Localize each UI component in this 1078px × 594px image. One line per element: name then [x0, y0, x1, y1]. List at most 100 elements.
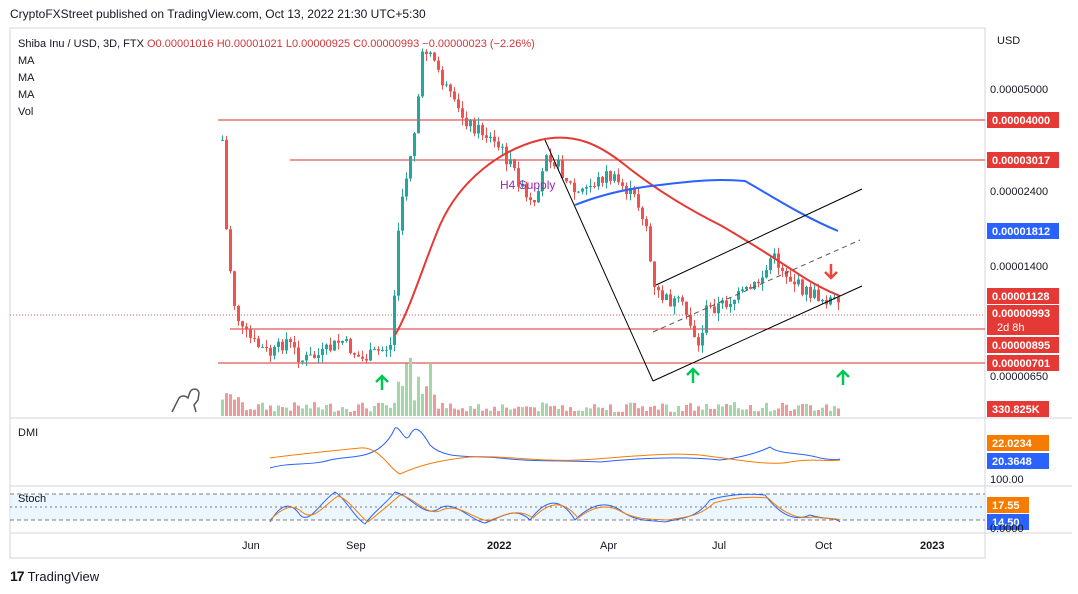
channel-upper-line[interactable] — [655, 188, 863, 286]
candle-body — [489, 136, 492, 138]
volume-bar — [645, 411, 648, 416]
volume-bar — [501, 404, 504, 416]
volume-bar — [497, 411, 500, 416]
candle-body — [453, 91, 456, 100]
candle-body — [277, 341, 280, 347]
volume-bar — [345, 409, 348, 416]
candle-body — [569, 181, 572, 183]
volume-bar — [665, 404, 668, 416]
candle-body — [469, 119, 472, 127]
volume-bar — [677, 405, 680, 416]
candle-body — [597, 176, 600, 187]
candle-body — [281, 341, 284, 351]
low-value: L0.00000925 — [285, 38, 351, 50]
volume-bar — [557, 409, 560, 416]
currency-label: USD — [997, 35, 1020, 47]
volume-bar — [725, 403, 728, 416]
candle-body — [601, 176, 604, 183]
price-tick: 0.00002400 — [990, 186, 1048, 198]
volume-indicator[interactable]: Vol — [18, 106, 34, 118]
ma-blue-line[interactable] — [574, 179, 839, 232]
candle-body — [613, 174, 616, 181]
stoch-tick: 100.00 — [990, 474, 1024, 486]
candle-body — [773, 253, 776, 259]
dmi-minus-line[interactable] — [269, 447, 841, 475]
candle-body — [725, 300, 728, 307]
candle-body — [793, 281, 796, 285]
volume-bar — [685, 404, 688, 416]
stoch-title[interactable]: Stoch — [18, 493, 46, 505]
volume-bar — [769, 411, 772, 416]
stoch-d-line[interactable] — [269, 494, 841, 523]
candle-body — [533, 200, 536, 203]
volume-bar — [425, 386, 428, 416]
candle-body — [385, 349, 388, 351]
footer-brand[interactable]: TradingView — [27, 568, 100, 584]
volume-bar — [261, 402, 264, 416]
candle-body — [481, 124, 484, 136]
candle-body — [429, 52, 432, 54]
candle-body — [353, 353, 356, 355]
ma-indicator-2[interactable]: MA — [18, 72, 35, 84]
volume-bar — [337, 410, 340, 416]
channel-mid-line[interactable] — [652, 239, 861, 333]
candle-body — [721, 300, 724, 304]
candle-body — [365, 358, 368, 361]
dmi-plus-line[interactable] — [269, 427, 841, 469]
candle-body — [833, 297, 836, 299]
candle-body — [745, 286, 748, 290]
volume-bar — [329, 403, 332, 416]
candle-body — [297, 347, 300, 362]
volume-bar — [301, 408, 304, 416]
candle-body — [225, 139, 228, 230]
ma-indicator-1[interactable]: MA — [18, 55, 35, 67]
candle-body — [561, 159, 564, 178]
candle-body — [313, 354, 316, 358]
volume-bar — [233, 399, 236, 416]
candle-body — [677, 297, 680, 299]
volume-bar — [609, 404, 612, 416]
volume-bar — [389, 407, 392, 416]
volume-bar — [377, 402, 380, 416]
volume-bar — [293, 402, 296, 416]
candle-body — [249, 329, 252, 338]
volume-bar — [453, 408, 456, 416]
candle-body — [673, 298, 676, 307]
volume-bar — [805, 403, 808, 416]
price-tick: 0.00005000 — [990, 84, 1048, 96]
green-arrow-icon — [836, 369, 850, 385]
volume-bar — [429, 363, 432, 416]
stoch-k-line[interactable] — [269, 491, 841, 525]
candle-body — [437, 60, 440, 70]
candle-body — [357, 354, 360, 357]
volume-bar — [625, 404, 628, 416]
volume-bar — [741, 409, 744, 416]
dmi-title[interactable]: DMI — [18, 427, 38, 439]
candle-body — [829, 297, 832, 305]
channel-lower-line[interactable] — [652, 285, 863, 382]
volume-bar — [637, 408, 640, 416]
volume-bar — [289, 410, 292, 416]
candle-body — [345, 338, 348, 341]
volume-bar — [517, 406, 520, 416]
trendline-descending[interactable] — [544, 139, 654, 382]
candle-body — [521, 183, 524, 187]
price-labels: 0.00004000 0.00003017 0.00001812 0.00001… — [987, 112, 1059, 417]
candle-body — [301, 360, 304, 362]
candle-body — [821, 299, 824, 302]
price-label: 0.00001128 — [992, 291, 1050, 303]
ma-indicator-3[interactable]: MA — [18, 89, 35, 101]
volume-bar — [397, 381, 400, 416]
supply-annotation[interactable]: H4 Supply — [500, 178, 555, 192]
candle-body — [705, 305, 708, 333]
volume-bar — [709, 408, 712, 416]
candle-body — [485, 135, 488, 138]
symbol-label[interactable]: Shiba Inu / USD, 3D, FTX — [18, 38, 144, 50]
ma-red-line[interactable] — [394, 136, 841, 336]
volume-bar — [281, 407, 284, 416]
stoch-k-value: 14.50 — [992, 517, 1020, 529]
volume-bar — [305, 404, 308, 416]
stoch-label-bg — [987, 514, 1029, 530]
candle-body — [493, 136, 496, 142]
